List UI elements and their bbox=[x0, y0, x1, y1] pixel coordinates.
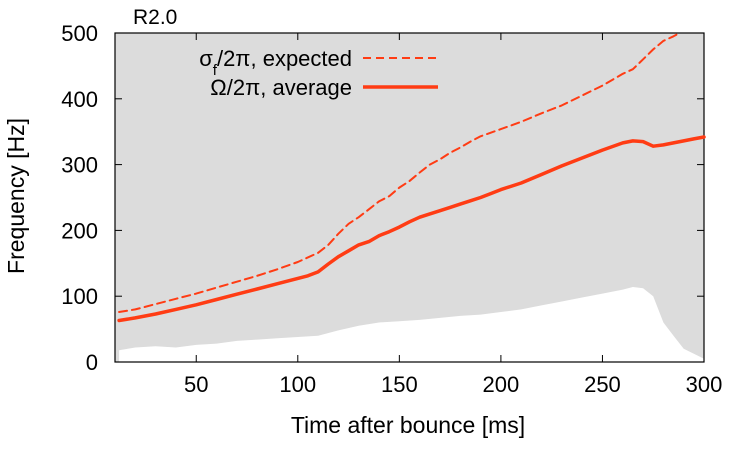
x-tick-label: 250 bbox=[584, 372, 621, 397]
x-tick-label: 100 bbox=[279, 372, 316, 397]
y-axis-label: Frequency [Hz] bbox=[3, 118, 29, 274]
plot-frame bbox=[114, 32, 705, 363]
series-lines bbox=[117, 32, 706, 323]
y-tick-label: 0 bbox=[86, 350, 98, 375]
y-tick-label: 400 bbox=[61, 87, 98, 112]
legend: σf/2π, expected Ω/2π, average bbox=[199, 46, 438, 100]
y-ticks: 0 100 200 300 400 500 bbox=[61, 21, 704, 375]
legend-label-expected: σf/2π, expected bbox=[199, 46, 352, 79]
x-tick-label: 150 bbox=[381, 372, 418, 397]
y-tick-label: 300 bbox=[61, 153, 98, 178]
x-ticks: 50 100 150 200 250 300 bbox=[184, 33, 722, 397]
x-tick-label: 50 bbox=[184, 372, 208, 397]
panel-title: R2.0 bbox=[133, 6, 177, 29]
x-tick-label: 300 bbox=[686, 372, 723, 397]
axes-frame bbox=[114, 32, 705, 363]
shaded-region bbox=[119, 287, 704, 362]
series-line-1 bbox=[117, 135, 706, 323]
y-tick-label: 500 bbox=[61, 21, 98, 46]
x-tick-label: 200 bbox=[483, 372, 520, 397]
legend-label-average: Ω/2π, average bbox=[210, 75, 352, 100]
legend-average-rest: /2π, average bbox=[227, 75, 352, 100]
legend-expected-main: σ bbox=[199, 46, 213, 71]
y-tick-label: 100 bbox=[61, 284, 98, 309]
legend-expected-sub: f bbox=[213, 62, 218, 79]
legend-average-main: Ω bbox=[210, 75, 226, 100]
lower-envelope bbox=[119, 287, 704, 362]
series-line-0 bbox=[118, 32, 681, 313]
legend-expected-rest: /2π, expected bbox=[217, 46, 352, 71]
y-tick-label: 200 bbox=[61, 218, 98, 243]
x-axis-label: Time after bounce [ms] bbox=[291, 412, 525, 438]
